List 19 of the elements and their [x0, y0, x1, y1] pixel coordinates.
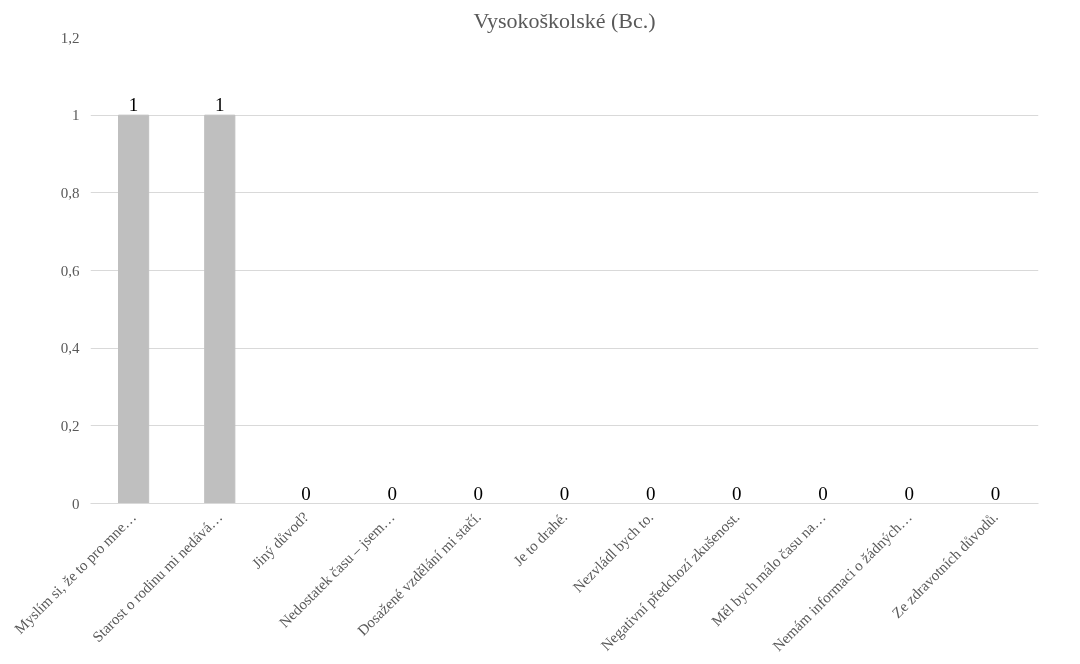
data-label: 0 [387, 482, 397, 504]
y-tick-label: 0 [72, 495, 80, 512]
chart-title: Vysokoškolské (Bc.) [473, 7, 656, 33]
data-label: 0 [818, 482, 828, 504]
data-label: 0 [645, 482, 656, 504]
y-tick-label: 0,4 [60, 340, 80, 357]
y-tick-label: 0,2 [60, 417, 80, 434]
y-tick-label: 1,2 [60, 29, 80, 46]
data-label: 0 [732, 482, 742, 504]
y-tick-label: 0,6 [60, 262, 80, 279]
data-label: 0 [301, 482, 311, 504]
data-label: 0 [473, 482, 484, 504]
data-label: 0 [559, 482, 570, 504]
y-tick-label: 1 [72, 107, 80, 124]
data-label: 0 [990, 482, 1001, 504]
data-label: 1 [215, 94, 225, 116]
data-label: 0 [904, 482, 914, 504]
data-label: 1 [128, 94, 139, 116]
y-tick-label: 0,8 [60, 184, 80, 201]
